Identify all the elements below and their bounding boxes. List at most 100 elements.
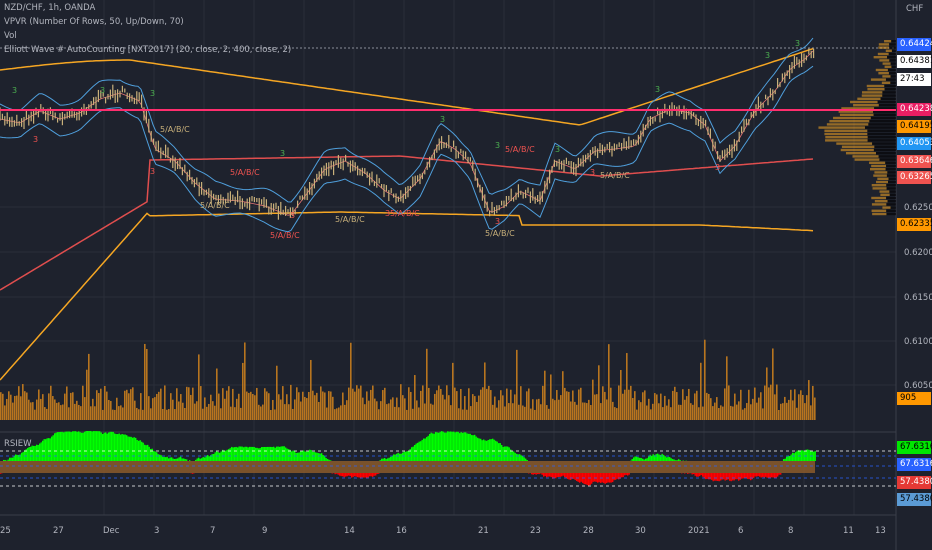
elliott-legend[interactable]: Elliott Wave # AutoCounting [NXT2017] (2… bbox=[4, 45, 292, 55]
volume-bar bbox=[264, 388, 266, 420]
rsi-bar bbox=[687, 473, 689, 474]
wave-abc-label: 5/A/B/C bbox=[600, 171, 630, 180]
profile-row-down bbox=[885, 78, 896, 81]
volume-bar bbox=[632, 398, 634, 420]
profile-row-down bbox=[886, 184, 896, 187]
time-tick: 21 bbox=[478, 526, 489, 536]
rsi-bar bbox=[796, 450, 798, 461]
volume-bar bbox=[238, 393, 240, 420]
profile-row-down bbox=[891, 49, 896, 52]
rsi-bar bbox=[345, 473, 347, 477]
volume-bar bbox=[414, 375, 416, 420]
volume-bar bbox=[82, 385, 84, 420]
volume-bar bbox=[286, 394, 288, 420]
volume-bar bbox=[716, 397, 718, 420]
volume-bar bbox=[302, 391, 304, 420]
profile-row-down bbox=[891, 65, 896, 68]
rsi-bar bbox=[354, 473, 356, 477]
rsi-bar bbox=[384, 457, 386, 461]
rsi-bar bbox=[565, 473, 567, 479]
time-tick: 9 bbox=[262, 526, 268, 536]
rsi-bar bbox=[613, 473, 615, 481]
volume-bar bbox=[392, 397, 394, 420]
rsi-bar bbox=[103, 432, 105, 461]
volume-bar bbox=[652, 403, 654, 420]
rsi-bar bbox=[381, 458, 383, 461]
rsi-bar bbox=[789, 455, 791, 461]
rsi-bar bbox=[144, 444, 146, 461]
rsiew-legend[interactable]: RSIEW bbox=[4, 439, 32, 449]
wave-label-green: 3 bbox=[795, 39, 800, 48]
rsi-bar bbox=[7, 459, 9, 461]
rsi-bar bbox=[292, 450, 294, 461]
rsi-bar bbox=[106, 433, 108, 461]
rsi-bar bbox=[477, 437, 479, 461]
rsi-bar bbox=[627, 473, 629, 476]
rsi-bar bbox=[181, 458, 183, 461]
rsi-bar bbox=[259, 448, 261, 461]
rsi-bar bbox=[121, 433, 123, 461]
rsi-bar bbox=[22, 451, 24, 461]
profile-row-down bbox=[889, 193, 896, 196]
rsi-bar bbox=[162, 456, 164, 461]
volume-bar bbox=[500, 390, 502, 420]
time-tick: 11 bbox=[843, 526, 854, 536]
rsi-bar bbox=[639, 457, 641, 461]
volume-bar bbox=[756, 402, 758, 420]
profile-row-down bbox=[888, 72, 896, 75]
volume-bar bbox=[814, 397, 816, 420]
rsi-bar bbox=[316, 452, 318, 461]
rsi-bar bbox=[63, 432, 65, 461]
rsi-bar bbox=[580, 473, 582, 482]
rsi-bar bbox=[678, 459, 680, 461]
rsi-bar bbox=[733, 473, 735, 481]
rsi-bar bbox=[754, 473, 756, 477]
rsi-bar bbox=[717, 473, 719, 481]
volume-bar bbox=[530, 408, 532, 420]
rsi-bar bbox=[67, 431, 69, 461]
profile-row bbox=[852, 155, 879, 158]
volume-bar bbox=[782, 403, 784, 420]
volume-bar bbox=[432, 404, 434, 420]
rsi-bar bbox=[648, 456, 650, 461]
volume-bar bbox=[250, 391, 252, 420]
rsi-bar bbox=[40, 442, 42, 461]
volume-bar bbox=[400, 384, 402, 420]
volume-bar bbox=[560, 395, 562, 420]
rsi-bar bbox=[577, 473, 579, 482]
volume-bar bbox=[168, 409, 170, 420]
rsi-bar bbox=[315, 452, 317, 461]
rsi-bar bbox=[382, 458, 384, 461]
profile-row-down bbox=[877, 100, 896, 104]
volume-bar bbox=[296, 387, 298, 420]
volume-bar bbox=[768, 387, 770, 420]
symbol-legend[interactable]: NZD/CHF, 1h, OANDA bbox=[4, 3, 96, 13]
profile-row bbox=[881, 81, 891, 84]
volume-bar bbox=[446, 385, 448, 420]
envelope-bands bbox=[0, 47, 814, 381]
rsi-bar bbox=[13, 455, 15, 461]
rsi-bar bbox=[708, 473, 710, 480]
volume-bar bbox=[60, 405, 62, 420]
rsi-bar bbox=[16, 454, 18, 461]
rsi-bar bbox=[691, 473, 693, 475]
rsi-bar bbox=[712, 473, 714, 482]
profile-row bbox=[870, 78, 886, 81]
volume-bar bbox=[108, 399, 110, 420]
rsi-bar bbox=[516, 453, 518, 461]
rsi-bar bbox=[340, 473, 342, 477]
profile-row-down bbox=[889, 59, 896, 62]
volume-bar bbox=[780, 403, 782, 420]
volume-bar bbox=[796, 407, 798, 420]
rsi-bar bbox=[361, 473, 363, 478]
volume-bar bbox=[44, 407, 46, 420]
rsi-bar bbox=[270, 446, 272, 461]
volume-bar bbox=[170, 393, 172, 420]
vpvr-legend[interactable]: VPVR (Number Of Rows, 50, Up/Down, 70) bbox=[4, 17, 184, 27]
volume-bar bbox=[96, 390, 98, 420]
vol-legend[interactable]: Vol bbox=[4, 31, 17, 41]
rsi-bar bbox=[703, 473, 705, 479]
